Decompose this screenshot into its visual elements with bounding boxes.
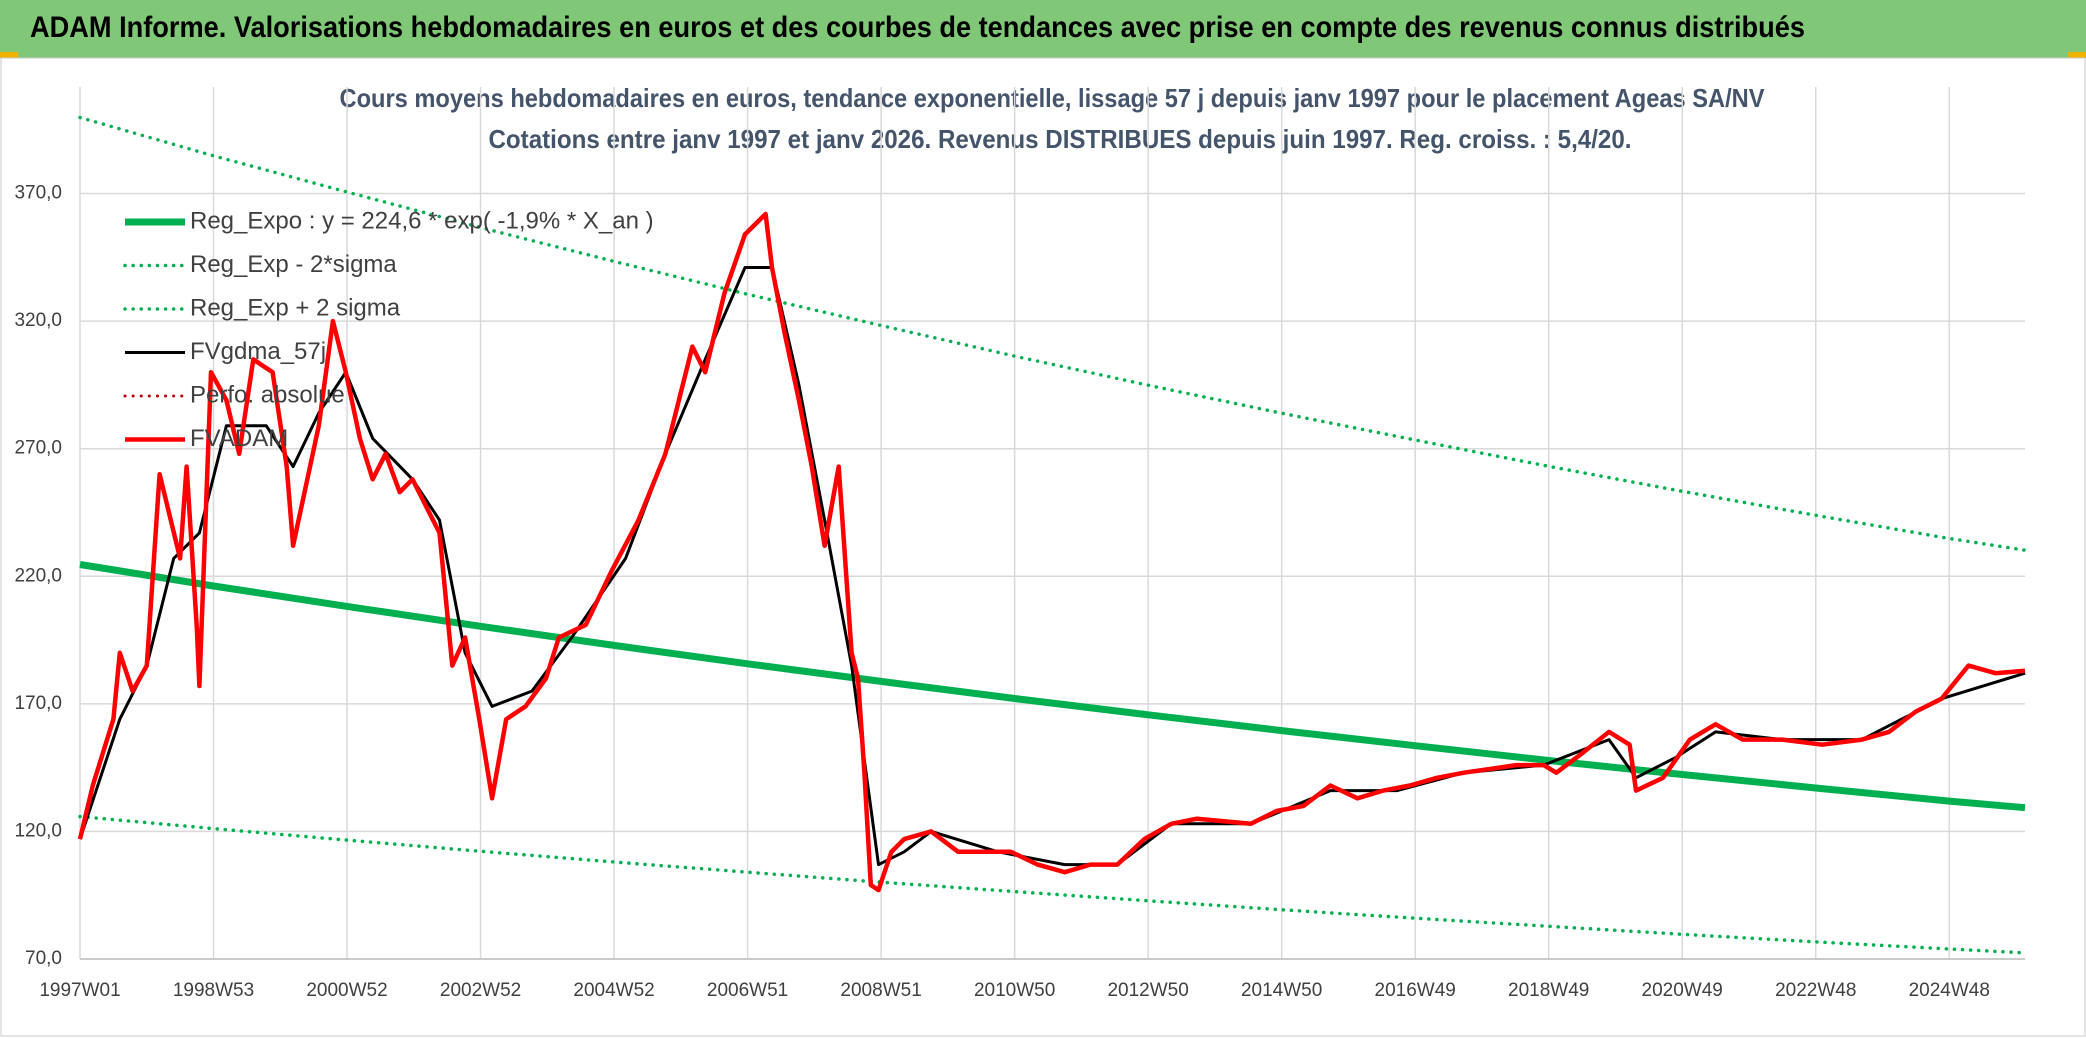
x-tick-label: 2018W49 xyxy=(1508,980,1589,1001)
chart-title: Cours moyens hebdomadaires en euros, ten… xyxy=(340,83,1766,113)
header-bar xyxy=(0,0,2086,58)
y-tick-label: 70,0 xyxy=(25,948,62,969)
y-tick-label: 320,0 xyxy=(14,310,62,331)
x-tick-label: 2000W52 xyxy=(306,980,387,1001)
y-tick-label: 120,0 xyxy=(14,820,62,841)
x-tick-label: 2016W49 xyxy=(1375,980,1456,1001)
y-tick-label: 220,0 xyxy=(14,565,62,586)
legend-label: FVgdma_57j xyxy=(190,338,326,365)
plot-area: 70,0 120,0 170,0 220,0 270,0 320,0 370,0 1997W0… xyxy=(14,87,2027,1001)
legend-label: Reg_Expo : y = 224,6 * exp( -1,9% * X_an… xyxy=(190,207,654,234)
x-tick-label: 2022W48 xyxy=(1775,980,1856,1001)
x-tick-label: 2014W50 xyxy=(1241,980,1322,1001)
x-tick-label: 2002W52 xyxy=(440,980,521,1001)
page-title: ADAM Informe. Valorisations hebdomadaire… xyxy=(30,11,1805,44)
legend-label: Reg_Exp - 2*sigma xyxy=(190,251,397,278)
series-line xyxy=(78,814,2027,955)
x-tick-label: 2020W49 xyxy=(1642,980,1723,1001)
series-line xyxy=(77,211,2026,893)
legend-label: Perfo. absolue xyxy=(190,381,345,408)
x-tick-label: 2010W50 xyxy=(974,980,1055,1001)
y-tick-label: 370,0 xyxy=(14,183,62,204)
y-tick-label: 170,0 xyxy=(14,693,62,714)
x-tick-label: 2008W51 xyxy=(840,980,921,1001)
chart-subtitle: Cotations entre janv 1997 et janv 2026. … xyxy=(489,124,1632,154)
x-tick-label: 2004W52 xyxy=(573,980,654,1001)
legend-label: FVADAM xyxy=(190,425,288,452)
corner-mark xyxy=(0,52,18,58)
x-tick-label: 1998W53 xyxy=(173,980,254,1001)
x-tick-label: 1997W01 xyxy=(39,980,120,1001)
corner-mark xyxy=(2068,52,2086,58)
x-tick-label: 2012W50 xyxy=(1107,980,1188,1001)
chart-frame xyxy=(0,57,2086,1037)
y-tick-label: 270,0 xyxy=(14,438,62,459)
x-tick-label: 2024W48 xyxy=(1909,980,1990,1001)
x-tick-label: 2006W51 xyxy=(707,980,788,1001)
legend-label: Reg_Exp + 2 sigma xyxy=(190,294,401,321)
series-line xyxy=(79,561,2026,812)
